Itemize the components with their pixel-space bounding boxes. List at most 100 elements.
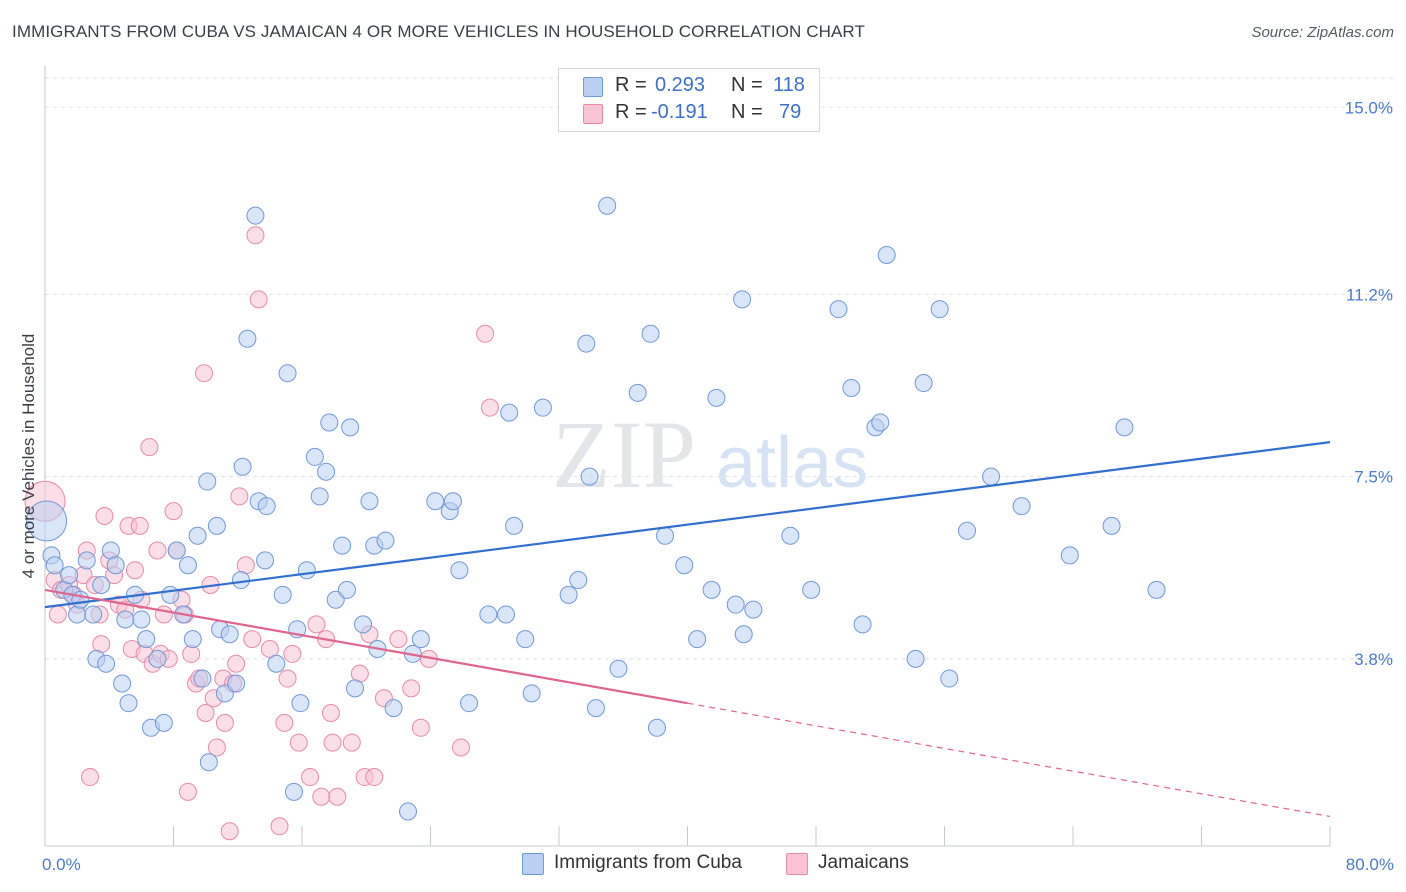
jamaicans-point <box>246 226 265 245</box>
cuba-point <box>132 610 151 629</box>
cuba-point <box>802 580 821 599</box>
cuba-point <box>522 684 541 703</box>
jamaicans-point <box>130 516 149 535</box>
cuba-point <box>726 595 745 614</box>
cuba-point <box>744 600 763 619</box>
jamaicans-point <box>249 290 268 309</box>
cuba-point <box>577 334 596 353</box>
cuba-point <box>688 630 707 649</box>
cuba-point <box>580 467 599 486</box>
cuba-point <box>77 551 96 570</box>
cuba-point <box>207 516 226 535</box>
cuba-point <box>97 654 116 673</box>
x-tick-label: 0.0% <box>42 855 81 874</box>
cuba-point <box>354 615 373 634</box>
jamaicans-point <box>48 605 67 624</box>
jamaicans-point <box>275 713 294 732</box>
jamaicans-trend-extension <box>687 702 1331 818</box>
legend-n-label: N = <box>731 101 763 123</box>
jamaicans-point <box>178 782 197 801</box>
jamaicans-point <box>154 605 173 624</box>
cuba-point <box>443 492 462 511</box>
cuba-point <box>598 196 617 215</box>
legend-n-label: N = <box>731 74 763 96</box>
cuba-point <box>284 782 303 801</box>
chart-source: Source: ZipAtlas.com <box>1251 24 1394 41</box>
watermark-atlas: atlas <box>716 423 868 503</box>
cuba-point <box>1012 497 1031 516</box>
cuba-point <box>246 206 265 225</box>
cuba-point <box>496 605 515 624</box>
legend-swatch-cuba <box>583 77 603 97</box>
cuba-point <box>333 536 352 555</box>
cuba-point <box>940 669 959 688</box>
jamaicans-point <box>389 630 408 649</box>
cuba-point <box>733 290 752 309</box>
cuba-point <box>183 630 202 649</box>
cuba-point <box>341 418 360 437</box>
series-cuba-points <box>26 196 1166 821</box>
jamaicans-point <box>301 768 320 787</box>
cuba-point <box>641 324 660 343</box>
jamaicans-point <box>402 679 421 698</box>
cuba-point <box>516 630 535 649</box>
cuba-point <box>198 472 217 491</box>
cuba-point <box>781 526 800 545</box>
legend-jam-n: 79 <box>779 101 802 123</box>
jamaicans-point <box>312 787 331 806</box>
jamaicans-point <box>307 615 326 634</box>
cuba-point <box>113 674 132 693</box>
cuba-point <box>479 605 498 624</box>
cuba-point <box>256 551 275 570</box>
cuba-point <box>337 580 356 599</box>
jamaicans-trend-line <box>44 588 688 705</box>
cuba-point <box>656 526 675 545</box>
cuba-point <box>257 497 276 516</box>
cuba-point <box>569 571 588 590</box>
legend-label-jamaicans: Jamaicans <box>818 852 909 873</box>
cuba-point <box>188 526 207 545</box>
cuba-point <box>273 585 292 604</box>
cuba-point <box>871 413 890 432</box>
cuba-point <box>119 694 138 713</box>
cuba-point <box>60 566 79 585</box>
cuba-point <box>450 561 469 580</box>
watermark: ZIP atlas <box>552 401 868 508</box>
cuba-point <box>320 413 339 432</box>
cuba-point <box>193 669 212 688</box>
jamaicans-point <box>289 733 308 752</box>
cuba-point <box>92 575 111 594</box>
cuba-point <box>227 674 246 693</box>
jamaicans-point <box>230 487 249 506</box>
jamaicans-point <box>227 654 246 673</box>
y-axis-label: 4 or more Vehicles in Household <box>19 334 38 579</box>
jamaicans-point <box>270 817 289 836</box>
cuba-point <box>154 713 173 732</box>
cuba-point <box>116 610 135 629</box>
y-tick-label: 15.0% <box>1345 98 1393 117</box>
cuba-point <box>829 300 848 319</box>
jamaicans-point <box>148 541 167 560</box>
cuba-point <box>68 605 87 624</box>
cuba-point <box>702 580 721 599</box>
cuba-point <box>559 585 578 604</box>
legend-r-label: R = <box>615 101 647 123</box>
cuba-point <box>106 556 125 575</box>
cuba-point <box>500 403 519 422</box>
cuba-point <box>1102 516 1121 535</box>
cuba-point <box>842 378 861 397</box>
cuba-point <box>297 561 316 580</box>
cuba-point <box>930 300 949 319</box>
cuba-point <box>505 516 524 535</box>
cuba-point <box>586 699 605 718</box>
cuba-point <box>231 571 250 590</box>
y-tick-label: 3.8% <box>1354 650 1393 669</box>
jamaicans-point <box>411 718 430 737</box>
jamaicans-point <box>80 768 99 787</box>
series-legend: Immigrants from Cuba Jamaicans <box>0 852 1406 878</box>
jamaicans-point <box>243 630 262 649</box>
cuba-point <box>1115 418 1134 437</box>
cuba-point <box>167 541 186 560</box>
legend-jam-r: -0.191 <box>651 101 708 123</box>
